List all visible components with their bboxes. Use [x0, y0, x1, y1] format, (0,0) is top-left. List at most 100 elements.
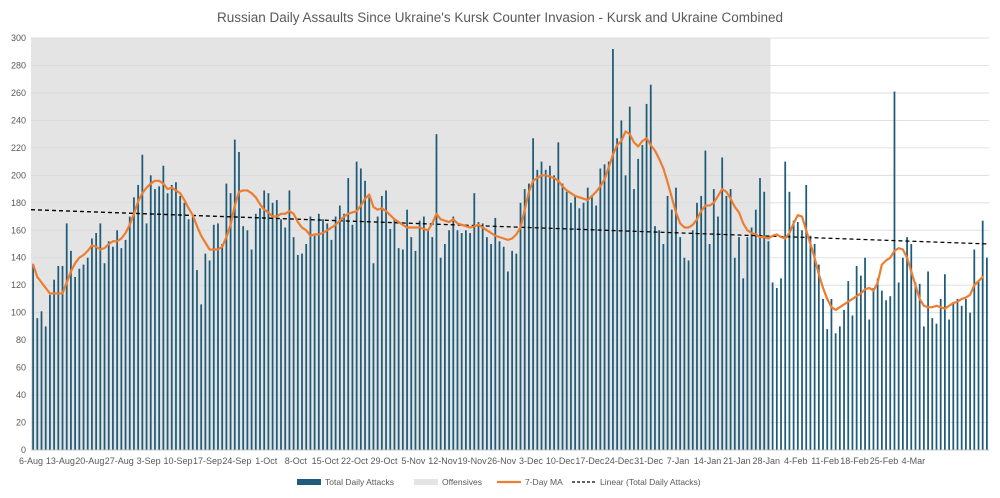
bar-series-total-daily-attacks: [32, 48, 988, 451]
x-tick-label: 12-Nov: [428, 456, 458, 466]
bar-total-daily-attacks: [154, 189, 156, 451]
bar-total-daily-attacks: [246, 230, 249, 450]
legend-swatch-offensives: [414, 479, 438, 485]
y-tick-label: 80: [16, 335, 26, 345]
legend-label-offensives: Offensives: [442, 477, 482, 487]
bar-total-daily-attacks: [910, 244, 913, 450]
bar-total-daily-attacks: [372, 263, 375, 450]
bar-total-daily-attacks: [376, 216, 379, 450]
bar-total-daily-attacks: [675, 187, 677, 450]
bar-total-daily-attacks: [137, 184, 140, 451]
bar-total-daily-attacks: [956, 298, 959, 450]
bar-total-daily-attacks: [53, 279, 55, 450]
bar-total-daily-attacks: [649, 84, 652, 451]
bar-total-daily-attacks: [145, 223, 148, 450]
bar-total-daily-attacks: [322, 219, 324, 450]
bar-total-daily-attacks: [763, 191, 766, 450]
bar-total-daily-attacks: [838, 326, 841, 450]
bar-total-daily-attacks: [351, 224, 354, 450]
bar-total-daily-attacks: [334, 216, 337, 450]
bar-total-daily-attacks: [570, 202, 572, 450]
bar-total-daily-attacks: [700, 195, 703, 450]
legend-label-7-day-ma: 7-Day MA: [525, 477, 563, 487]
y-tick-label: 300: [11, 33, 26, 43]
bar-total-daily-attacks: [212, 224, 215, 450]
bar-total-daily-attacks: [708, 244, 711, 450]
bar-total-daily-attacks: [389, 228, 392, 450]
bar-total-daily-attacks: [746, 237, 749, 450]
bar-total-daily-attacks: [813, 244, 816, 450]
legend: Total Daily Attacks Offensives 7-Day MA …: [297, 477, 701, 487]
bar-total-daily-attacks: [364, 180, 366, 450]
bar-total-daily-attacks: [670, 209, 673, 450]
bar-total-daily-attacks: [687, 260, 690, 450]
bar-total-daily-attacks: [44, 326, 47, 450]
bar-total-daily-attacks: [271, 202, 274, 450]
bar-total-daily-attacks: [679, 237, 682, 450]
bar-total-daily-attacks: [931, 318, 934, 450]
bar-total-daily-attacks: [729, 189, 732, 451]
bar-total-daily-attacks: [86, 257, 89, 450]
x-tick-label: 5-Nov: [401, 456, 426, 466]
y-tick-label: 220: [11, 143, 26, 153]
bar-total-daily-attacks: [897, 282, 900, 450]
bar-total-daily-attacks: [591, 195, 593, 450]
bar-total-daily-attacks: [683, 257, 686, 450]
bar-total-daily-attacks: [965, 298, 967, 450]
gridlines: [31, 37, 989, 451]
bar-total-daily-attacks: [864, 257, 866, 450]
bar-total-daily-attacks: [422, 216, 425, 450]
bar-total-daily-attacks: [221, 244, 224, 450]
bar-total-daily-attacks: [448, 230, 450, 450]
y-tick-label: 140: [11, 253, 26, 263]
x-tick-label: 1-Oct: [255, 456, 278, 466]
bar-total-daily-attacks: [784, 161, 787, 450]
bar-total-daily-attacks: [822, 298, 824, 450]
x-tick-label: 24-Sep: [222, 456, 251, 466]
bar-total-daily-attacks: [834, 333, 837, 450]
y-tick-label: 40: [16, 390, 26, 400]
bar-total-daily-attacks: [170, 184, 173, 451]
bar-total-daily-attacks: [511, 250, 513, 450]
bar-total-daily-attacks: [469, 233, 471, 450]
bar-total-daily-attacks: [952, 303, 955, 450]
linear-trend-line: [30, 209, 990, 245]
bar-total-daily-attacks: [490, 244, 492, 450]
bar-total-daily-attacks: [536, 169, 539, 450]
bar-total-daily-attacks: [557, 142, 560, 450]
bar-total-daily-attacks: [754, 209, 757, 450]
bar-total-daily-attacks: [788, 191, 791, 450]
bar-total-daily-attacks: [292, 237, 295, 450]
bar-total-daily-attacks: [393, 219, 396, 450]
bar-total-daily-attacks: [796, 222, 799, 450]
bar-total-daily-attacks: [876, 278, 879, 450]
x-tick-label: 14-Jan: [694, 456, 722, 466]
bar-total-daily-attacks: [885, 300, 887, 450]
bar-total-daily-attacks: [486, 237, 488, 450]
y-tick-label: 240: [11, 115, 26, 125]
bar-total-daily-attacks: [561, 183, 564, 450]
x-tick-label: 4-Feb: [784, 456, 808, 466]
y-tick-label: 20: [16, 418, 26, 428]
bar-total-daily-attacks: [502, 246, 505, 450]
x-tick-label: 10-Dec: [546, 456, 576, 466]
x-tick-label: 22-Oct: [341, 456, 369, 466]
bar-total-daily-attacks: [519, 202, 522, 450]
bar-total-daily-attacks: [809, 235, 812, 450]
trendline-layer: [30, 209, 990, 245]
bar-total-daily-attacks: [654, 226, 656, 450]
bar-total-daily-attacks: [633, 189, 635, 451]
bar-total-daily-attacks: [801, 230, 803, 450]
bar-total-daily-attacks: [427, 230, 429, 450]
bar-total-daily-attacks: [166, 193, 169, 451]
bar-total-daily-attacks: [204, 253, 207, 450]
bar-total-daily-attacks: [553, 175, 556, 451]
legend-label-total-daily-attacks: Total Daily Attacks: [325, 477, 394, 487]
x-tick-label: 26-Nov: [487, 456, 517, 466]
bar-total-daily-attacks: [284, 227, 287, 450]
bar-total-daily-attacks: [662, 244, 665, 450]
bar-total-daily-attacks: [439, 257, 442, 450]
bar-total-daily-attacks: [120, 248, 123, 450]
